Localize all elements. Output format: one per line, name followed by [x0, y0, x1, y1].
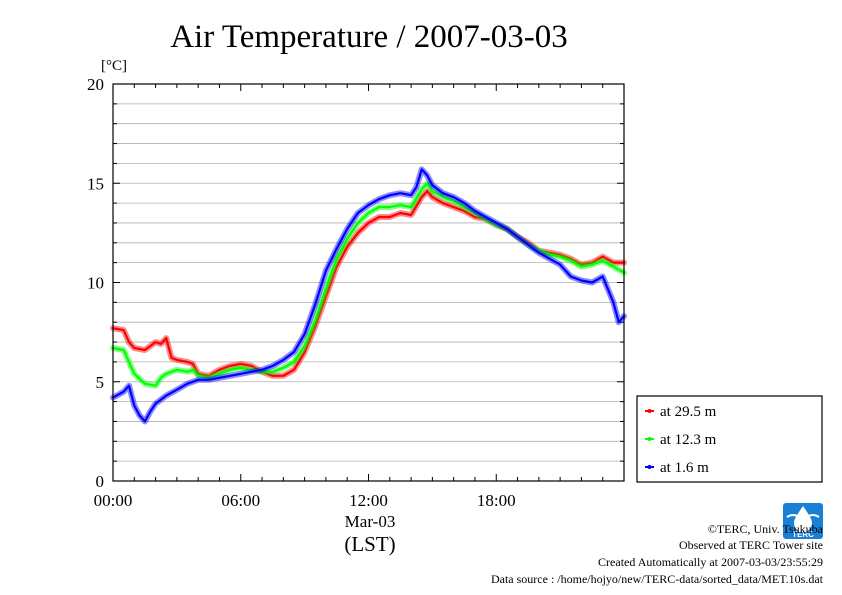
- series-line-2: [111, 168, 626, 423]
- footer-observed: Observed at TERC Tower site: [678, 538, 823, 552]
- legend-label: at 29.5 m: [660, 404, 717, 420]
- legend-marker: [647, 465, 652, 469]
- x-tick-label: 18:00: [477, 491, 516, 510]
- terc-logo-text: TERC: [792, 530, 814, 539]
- series-line-0: [111, 190, 626, 377]
- plot-frame: [112, 83, 625, 482]
- footer-copyright: ©TERC, Univ. Tsukuba: [707, 522, 823, 536]
- legend-box: [636, 395, 823, 483]
- y-tick-label: 10: [87, 274, 104, 293]
- footer-created: Created Automatically at 2007-03-03/23:5…: [598, 555, 823, 569]
- y-axis-label: [°C]: [101, 58, 127, 74]
- terc-logo: TERC: [783, 503, 823, 539]
- footer-source: Data source : /home/hojyo/new/TERC-data/…: [490, 572, 823, 586]
- y-tick-label: 0: [96, 472, 105, 491]
- x-tick-label: 06:00: [221, 491, 260, 510]
- x-axis-unit-label: (LST): [344, 532, 395, 556]
- y-tick-label: 15: [87, 174, 104, 193]
- grid-lines: [113, 103, 624, 462]
- legend-label: at 12.3 m: [660, 432, 717, 448]
- chart-title: Air Temperature / 2007-03-03: [170, 19, 568, 55]
- legend: at 29.5 m at 12.3 m at 1.6 m: [636, 395, 823, 483]
- x-tick-label: 00:00: [94, 491, 133, 510]
- y-tick-label: 5: [96, 373, 105, 392]
- series-line-1: [111, 182, 626, 387]
- legend-label: at 1.6 m: [660, 460, 709, 476]
- x-tick-label: 12:00: [349, 491, 388, 510]
- legend-items: at 29.5 m at 12.3 m at 1.6 m: [645, 404, 717, 476]
- legend-marker: [647, 437, 652, 441]
- x-tick-labels: 00:00 06:00 12:00 18:00: [94, 491, 516, 510]
- series-layer: [110, 166, 627, 425]
- x-axis-date-label: Mar-03: [345, 512, 396, 531]
- y-tick-label: 20: [87, 75, 104, 94]
- y-tick-labels: 0 5 10 15 20: [87, 75, 104, 491]
- series-halo-0: [110, 188, 627, 379]
- legend-marker: [647, 409, 652, 413]
